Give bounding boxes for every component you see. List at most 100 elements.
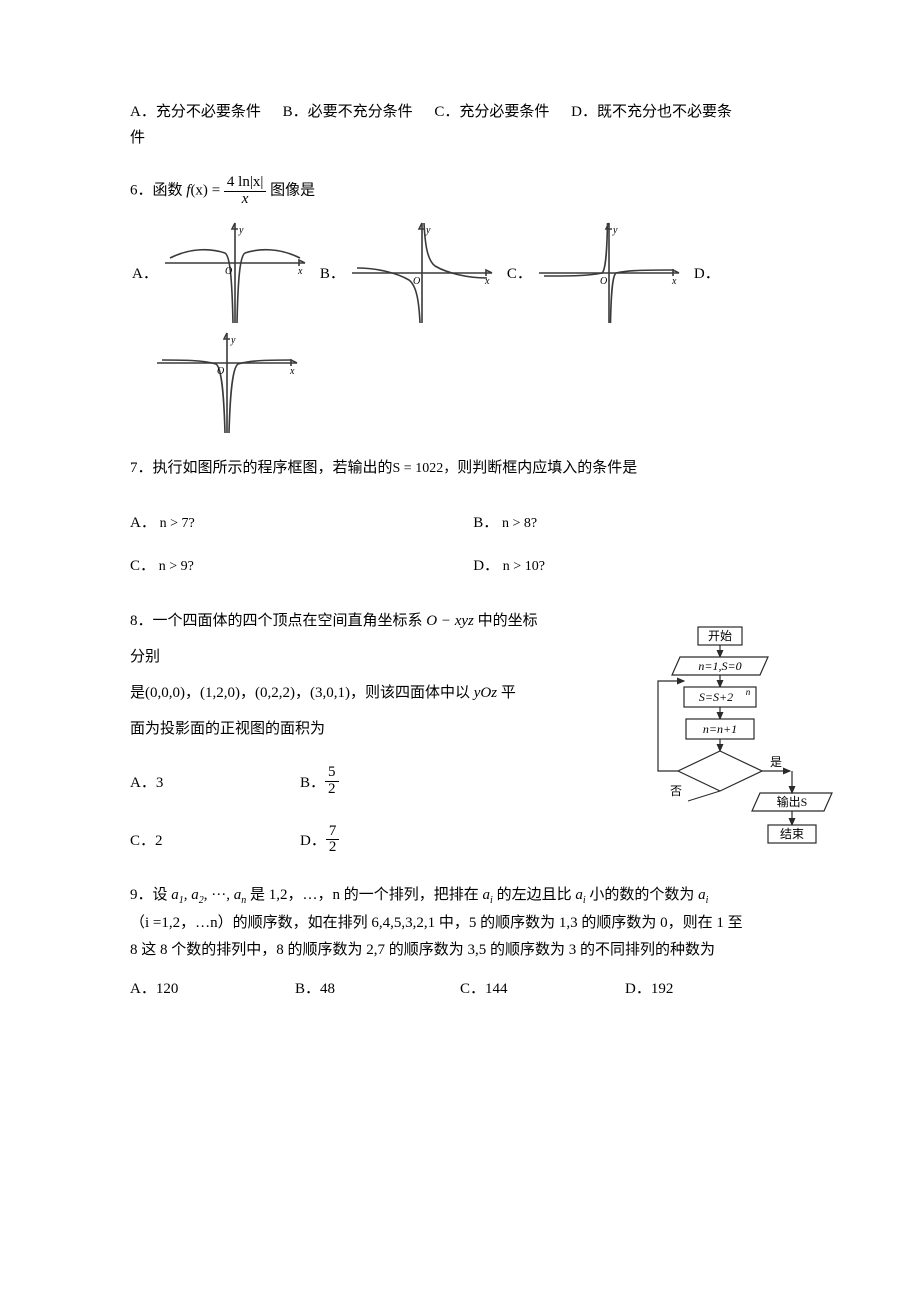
q8-opt-d: D． 72: [300, 824, 470, 857]
q8-opt-c: C．2: [130, 824, 300, 857]
axis-y-label: y: [612, 225, 618, 236]
q9-l1d: 小的数的个数为: [586, 887, 699, 903]
q9-opt-d: D．192: [625, 976, 790, 1003]
q7-stem-text: 7．执行如图所示的程序框图，若输出的: [130, 460, 393, 476]
flowchart: 开始 n=1,S=0 S=S+2 n n=n+1 是: [640, 623, 840, 863]
q9-opt-a: A．120: [130, 976, 295, 1003]
axis-x-label: x: [289, 366, 295, 377]
axis-y-label: y: [238, 225, 244, 236]
q6-stem: 6．函数 f(x) = 4 ln|x|x 图像是: [130, 175, 790, 208]
q6-stem-prefix: 6．函数: [130, 183, 186, 199]
q6-svg-c: y x O: [534, 218, 684, 328]
fc-end: 结束: [780, 827, 804, 841]
axis-o-label: O: [413, 276, 420, 287]
q9-options: A．120 B．48 C．144 D．192: [130, 976, 790, 1003]
q9-line1: 9．设 a1, a2, ···, an 是 1,2，…，n 的一个排列，把排在 …: [130, 882, 790, 910]
q6-graphs: A． y x O B．: [130, 218, 790, 438]
q9-l1a: 9．设: [130, 887, 171, 903]
q9-block: 9．设 a1, a2, ···, an 是 1,2，…，n 的一个排列，把排在 …: [130, 882, 790, 1003]
q7-options-row2: C． n > 9? D． n > 10?: [130, 554, 790, 575]
q8-opt-a: A．3: [130, 765, 300, 798]
q8-b-label: B．: [300, 771, 325, 792]
axis-o-label: O: [600, 276, 607, 287]
fc-step2: n=n+1: [703, 722, 737, 736]
q6-eq: =: [208, 183, 224, 199]
q7-opt-a: A． n > 7?: [130, 511, 447, 532]
q8-l2b: ，则该四面体中以: [350, 685, 474, 701]
q7-a-math: n > 7?: [160, 516, 195, 531]
q6-label-d: D．: [694, 262, 720, 283]
exam-page: A．充分不必要条件 B．必要不充分条件 C．充分必要条件 D．既不充分也不必要条…: [0, 0, 920, 1302]
q8-d-label: D．: [300, 829, 326, 850]
q6-svg-d: y x O: [152, 328, 302, 438]
q8-l2d: 平: [497, 685, 516, 701]
q6-frac-num: 4 ln|x|: [224, 175, 266, 192]
q6-graph-c: C． y x O: [505, 218, 684, 328]
q9-ai3: a: [698, 887, 706, 903]
q7-options-row1: A． n > 7? B． n > 8?: [130, 511, 790, 532]
q9-a1: a: [171, 887, 179, 903]
q7-stem-math: S = 1022，: [393, 461, 458, 476]
fc-init: n=1,S=0: [698, 659, 741, 673]
q7-b-math: n > 8?: [502, 516, 537, 531]
q7-opt-c: C． n > 9?: [130, 554, 447, 575]
fc-start: 开始: [708, 629, 732, 643]
q7-d-label: D．: [473, 558, 499, 574]
q8-b-num: 5: [325, 765, 339, 782]
q6-label-a: A．: [132, 262, 158, 283]
q9-ai1: a: [483, 887, 491, 903]
q6-label-b: B．: [320, 262, 345, 283]
q6-graph-b: B． y x O: [318, 218, 497, 328]
q6-label-c: C．: [507, 262, 532, 283]
q8-line3: 面为投影面的正视图的面积为: [130, 711, 550, 747]
q9-line3: 8 这 8 个数的排列中，8 的顺序数为 2,7 的顺序数为 3,5 的顺序数为…: [130, 937, 790, 964]
q9-ai2: a: [575, 887, 583, 903]
q6-stem-suffix: 图像是: [266, 183, 315, 199]
fc-step1-sup: n: [746, 687, 751, 697]
q7-c-math: n > 9?: [159, 559, 194, 574]
fc-step1: S=S+2: [699, 690, 733, 704]
q7-d-math: n > 10?: [503, 559, 545, 574]
q8-l1a: 8．一个四面体的四个顶点在空间直角坐标系: [130, 613, 426, 629]
q9-opt-c: C．144: [460, 976, 625, 1003]
q7-c-label: C．: [130, 558, 155, 574]
axis-o-label: O: [225, 266, 232, 277]
q5-opt-d: D．既不充分也不必要条: [571, 104, 732, 120]
q6-label-d-wrap: D．: [692, 262, 722, 283]
q8-pts: (0,0,0)，(1,2,0)，(0,2,2)，(3,0,1): [145, 685, 350, 701]
q5-opt-d-cont: 件: [130, 126, 790, 152]
q9-l1b: 是 1,2，…，n 的一个排列，把排在: [246, 887, 482, 903]
axis-o-label: O: [217, 366, 224, 377]
axis-x-label: x: [671, 276, 677, 287]
q5-opt-a: A．充分不必要条件: [130, 104, 261, 120]
q7-a-label: A．: [130, 515, 156, 531]
axis-y-label: y: [425, 225, 431, 236]
q7-opt-b: B． n > 8?: [473, 511, 790, 532]
fc-out: 输出S: [777, 794, 808, 809]
q7-stem-tail: 则判断框内应填入的条件是: [457, 460, 637, 476]
axis-x-label: x: [484, 276, 490, 287]
q6-svg-a: y x O: [160, 218, 310, 328]
q7-b-label: B．: [473, 515, 498, 531]
q9-line2: （i =1,2，…n）的顺序数，如在排列 6,4,5,3,2,1 中，5 的顺序…: [130, 910, 790, 937]
q6-arg: (x): [190, 183, 208, 199]
axis-x-label: x: [297, 266, 303, 277]
q6-svg-b: y x O: [347, 218, 497, 328]
q9-opt-b: B．48: [295, 976, 460, 1003]
q8-text: 8．一个四面体的四个顶点在空间直角坐标系 O − xyz 中的坐标分别 是(0,…: [130, 603, 550, 747]
q8-line2: 是(0,0,0)，(1,2,0)，(0,2,2)，(3,0,1)，则该四面体中以…: [130, 675, 550, 711]
q9-l1c: 的左边且比: [493, 887, 576, 903]
q9-a2: a: [191, 887, 199, 903]
q8-d-den: 2: [326, 840, 340, 856]
q8-l2a: 是: [130, 685, 145, 701]
q7-stem: 7．执行如图所示的程序框图，若输出的S = 1022，则判断框内应填入的条件是: [130, 456, 790, 482]
q6-graph-d: y x O: [152, 328, 302, 438]
q8-l1b: O − xyz: [426, 613, 474, 629]
q6-graph-a: A． y x O: [130, 218, 310, 328]
q8-l2c: yOz: [474, 685, 497, 701]
q8-b-den: 2: [325, 782, 339, 798]
axis-y-label: y: [230, 335, 236, 346]
q5-opt-b: B．必要不充分条件: [283, 104, 413, 120]
q6-frac: 4 ln|x|x: [224, 175, 266, 208]
q6-frac-den: x: [224, 192, 266, 208]
